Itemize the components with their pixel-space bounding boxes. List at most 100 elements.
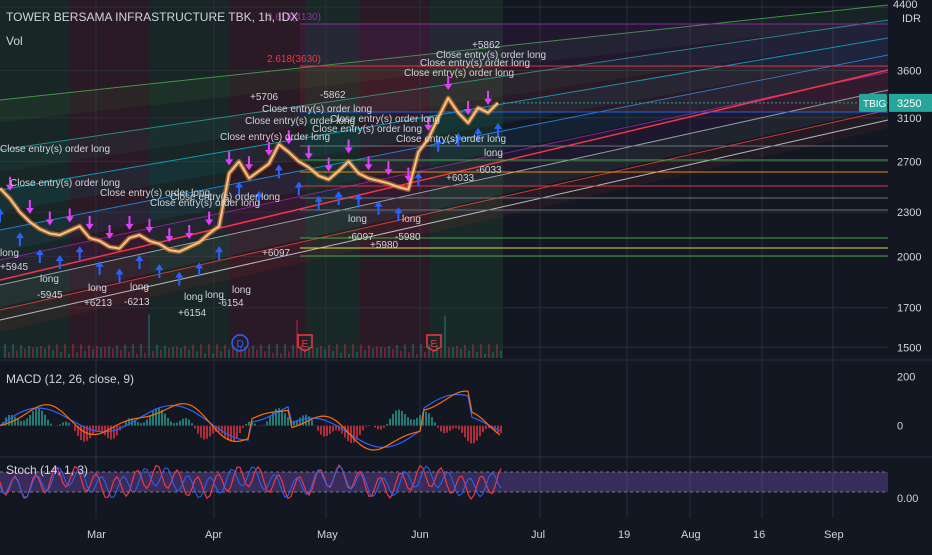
volume-bar [364, 350, 366, 358]
stoch-label: Stoch (14, 1, 3) [6, 463, 88, 477]
macd-histogram-bar [170, 422, 172, 426]
strategy-value-label: -5980 [395, 232, 421, 243]
macd-histogram-bar [152, 411, 154, 426]
macd-histogram-bar [404, 414, 406, 426]
macd-histogram-bar [176, 423, 178, 426]
macd-histogram-bar [467, 426, 469, 442]
macd-histogram-bar [449, 426, 451, 431]
volume-bar [344, 344, 346, 358]
volume-bar [100, 348, 102, 358]
volume-bar [316, 348, 318, 358]
macd-histogram-bar [476, 426, 478, 441]
volume-bar [72, 344, 74, 358]
volume-bar [492, 352, 494, 358]
volume-bar [60, 352, 62, 358]
chart-title: TOWER BERSAMA INFRASTRUCTURE TBK, 1h, ID… [6, 10, 298, 24]
volume-bar [120, 350, 122, 358]
volume-bar [212, 353, 214, 358]
y-tick-label: 3100 [897, 113, 921, 125]
volume-bar [132, 344, 134, 358]
macd-histogram-bar [23, 421, 25, 426]
macd-histogram-bar [200, 426, 202, 438]
strategy-value-label: -5862 [320, 90, 346, 101]
volume-bar [472, 344, 474, 358]
macd-histogram-bar [473, 426, 475, 444]
macd-label: MACD (12, 26, close, 9) [6, 372, 134, 386]
volume-bar [24, 349, 26, 358]
macd-histogram-bar [458, 426, 460, 430]
macd-histogram-bar [197, 426, 199, 434]
volume-bar [36, 347, 38, 358]
volume-bar [140, 344, 142, 358]
macd-histogram-bar [20, 421, 22, 426]
macd-histogram-bar [236, 426, 238, 438]
volume-bar [268, 344, 270, 358]
macd-histogram-bar [164, 414, 166, 426]
macd-histogram-bar [410, 419, 412, 425]
macd-histogram-bar [26, 418, 28, 425]
macd-histogram-bar [47, 420, 49, 426]
volume-bar [80, 344, 82, 358]
volume-bar [128, 352, 130, 358]
strategy-value-label: -5945 [37, 290, 63, 301]
ticker-badge-label: TBIG [863, 99, 887, 110]
macd-histogram-bar [425, 412, 427, 426]
x-tick-label: Mar [87, 529, 106, 541]
strategy-close-label: Close entry(s) order long [330, 114, 440, 125]
x-tick-label: Aug [681, 529, 701, 541]
y-tick-label: 3600 [897, 66, 921, 78]
volume-bar [208, 344, 210, 358]
volume-bar [228, 350, 230, 358]
volume-bar [76, 352, 78, 358]
volume-bar [112, 348, 114, 358]
strategy-close-label: Close entry(s) order long [170, 192, 280, 203]
volume-bar [352, 344, 354, 358]
x-tick-label: Apr [205, 529, 222, 541]
volume-bar [416, 354, 418, 358]
volume-bar [88, 345, 90, 358]
macd-histogram-bar [434, 422, 436, 425]
volume-bar [52, 350, 54, 358]
volume-bar [376, 346, 378, 358]
macd-histogram-bar [98, 426, 100, 432]
volume-bar [144, 353, 146, 358]
volume-bar [116, 345, 118, 358]
strategy-long-label: long [88, 283, 107, 294]
strategy-long-label: long [40, 274, 59, 285]
volume-bar [188, 350, 190, 358]
volume-bar [324, 349, 326, 358]
volume-bar [500, 351, 502, 358]
event-badge-label: E [302, 339, 309, 350]
x-tick-label: 19 [618, 529, 630, 541]
volume-bar [64, 344, 66, 358]
strategy-long-label: long [0, 248, 19, 259]
macd-histogram-bar [305, 415, 307, 426]
macd-histogram-bar [320, 426, 322, 435]
macd-histogram-bar [224, 426, 226, 437]
macd-histogram-bar [359, 426, 361, 435]
x-tick-label: Jun [411, 529, 429, 541]
macd-histogram-bar [254, 424, 256, 426]
volume-bar [224, 345, 226, 358]
volume-bar [312, 347, 314, 358]
strategy-close-label: Close entry(s) order long [396, 134, 506, 145]
event-badge-label: E [431, 339, 438, 350]
volume-bar [276, 344, 278, 358]
volume-bar [200, 344, 202, 358]
macd-histogram-bar [227, 426, 229, 440]
volume-bar [192, 345, 194, 358]
macd-histogram-bar [17, 419, 19, 426]
macd-histogram-bar [41, 411, 43, 426]
macd-histogram-bar [407, 417, 409, 425]
macd-histogram-bar [194, 426, 196, 429]
strategy-close-label: Close entry(s) order long [0, 144, 110, 155]
volume-bar [252, 346, 254, 358]
x-tick-label: 16 [753, 529, 765, 541]
macd-histogram-bar [281, 410, 283, 426]
volume-bar [332, 351, 334, 358]
strategy-value-label: +6154 [178, 308, 207, 319]
macd-histogram-bar [329, 426, 331, 434]
volume-bar [16, 350, 18, 358]
